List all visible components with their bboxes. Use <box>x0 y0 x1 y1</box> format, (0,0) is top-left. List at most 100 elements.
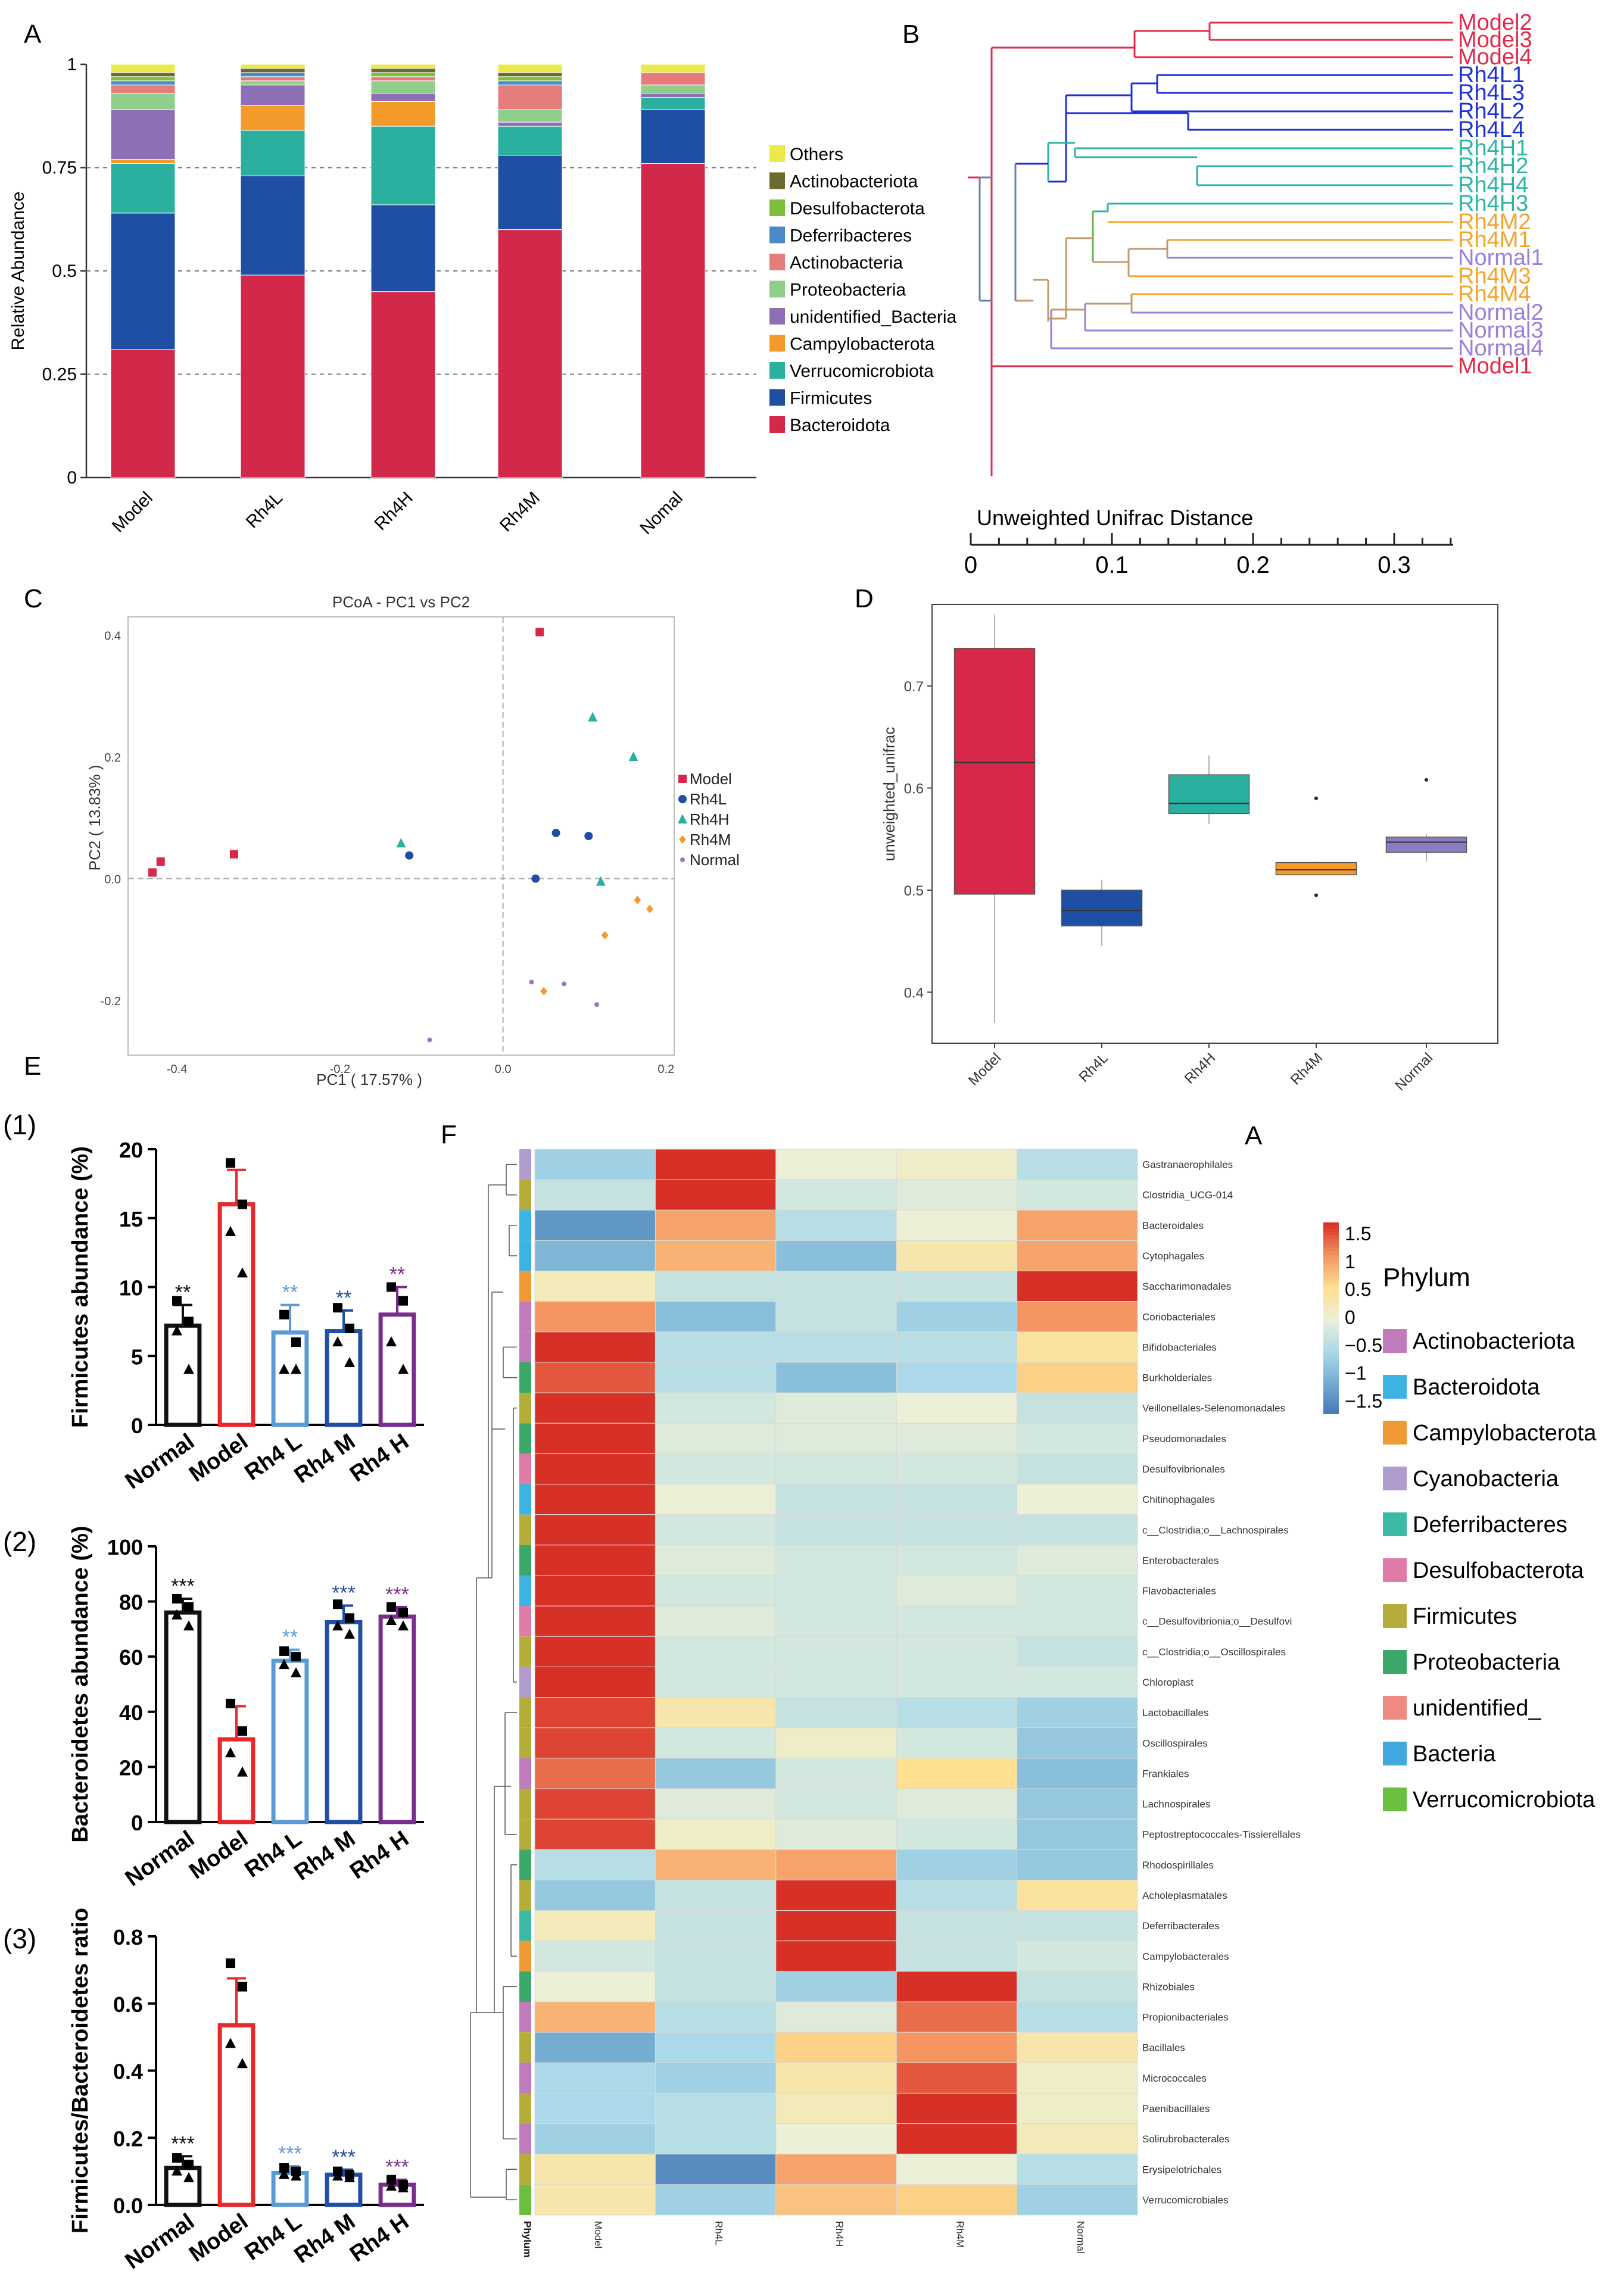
data-point <box>344 1629 355 1639</box>
x-tick-label: Rh4 M <box>290 1429 360 1489</box>
colorbar-step <box>1323 1276 1339 1281</box>
heatmap-cell <box>896 1879 1018 1911</box>
leaf-label: Normal3 <box>1458 318 1544 343</box>
row-label: Veillonellales-Selenomonadales <box>1142 1403 1285 1414</box>
legend-marker <box>678 814 687 823</box>
x-tick-label: Rh4 H <box>345 1826 413 1884</box>
heatmap-cell <box>775 1331 897 1363</box>
colorbar-step <box>1323 1280 1339 1284</box>
colorbar-step <box>1323 1251 1339 1255</box>
heatmap-cell <box>1017 1910 1138 1942</box>
heatmap-cell <box>1017 1545 1138 1576</box>
bar <box>271 2170 309 2207</box>
stack-segment <box>497 76 563 82</box>
phylum-annotation-cell <box>519 2063 531 2094</box>
heatmap-cell <box>896 1666 1018 1698</box>
legend-marker <box>678 775 687 783</box>
heatmap-cell <box>775 1179 897 1211</box>
panel-b-dendrogram: Model2Model3Model4Rh4L1Rh4L3Rh4L2Rh4L4Rh… <box>964 10 1544 578</box>
colorbar-step <box>1323 1292 1339 1297</box>
bar <box>217 1202 255 1427</box>
data-point <box>279 2169 289 2179</box>
y-tick-label: 20 <box>119 1138 143 1162</box>
data-point <box>172 2153 182 2163</box>
data-point <box>226 1958 235 1969</box>
scatter-point <box>156 857 165 866</box>
colorbar-step <box>1323 1228 1339 1233</box>
heatmap-cell <box>896 2123 1018 2155</box>
heatmap-cell <box>896 1636 1018 1667</box>
heatmap-cell <box>1017 1149 1138 1180</box>
panel-label-f: F <box>441 1120 457 1149</box>
heatmap-cell <box>896 2184 1018 2216</box>
heatmap-cell <box>896 1849 1018 1880</box>
data-point <box>183 1364 194 1374</box>
data-point <box>225 1225 236 1236</box>
leaf-label: Rh4L2 <box>1458 99 1525 124</box>
scatter-point <box>529 979 534 985</box>
heatmap-cell <box>534 1271 656 1302</box>
stack-segment <box>497 72 563 77</box>
stack-segment <box>110 163 176 214</box>
heatmap-cell <box>655 1392 777 1424</box>
heatmap-cell <box>775 2123 897 2155</box>
row-label: Verrucomicrobiales <box>1142 2194 1229 2205</box>
heatmap-cell <box>1017 1849 1138 1880</box>
heatmap-cell <box>534 1179 656 1211</box>
colorbar-step <box>1323 1359 1339 1364</box>
heatmap-cell <box>775 1818 897 1850</box>
data-point <box>172 1609 182 1620</box>
heatmap-cell <box>655 1453 777 1485</box>
colorbar-step <box>1323 1362 1339 1367</box>
y-tick-label: 0.6 <box>113 1992 143 2017</box>
row-label: c__Clostridia;o__Lachnospirales <box>1142 1524 1289 1536</box>
heatmap-cell <box>655 1727 777 1759</box>
outlier-point <box>1314 796 1318 800</box>
legend-label: unidentified_Bacteria <box>790 307 957 327</box>
row-label: Pseudomonadales <box>1142 1433 1226 1445</box>
heatmap-cell <box>1017 2001 1138 2033</box>
stack-segment <box>370 68 436 73</box>
y-tick-label: 0.8 <box>113 1925 143 1949</box>
significance-mark: *** <box>332 2146 356 2169</box>
heatmap-cell <box>1017 1697 1138 1729</box>
phylum-annotation-cell <box>519 1910 531 1941</box>
heatmap-cell <box>655 2123 777 2155</box>
heatmap-cell <box>1017 1453 1138 1485</box>
phylum-annotation-cell <box>519 2184 531 2215</box>
legend-marker <box>678 795 687 803</box>
colorbar-step <box>1323 1311 1339 1316</box>
colorbar-step <box>1323 1254 1339 1258</box>
legend-swatch <box>769 199 785 216</box>
phylum-annotation-cell <box>519 2154 531 2185</box>
heatmap-cell <box>1017 1271 1138 1302</box>
phylum-annotation-cell <box>519 1849 531 1880</box>
heatmap-cell <box>655 1271 777 1302</box>
colorbar-step <box>1323 1321 1339 1325</box>
data-point <box>344 2172 355 2182</box>
phylum-annotation-cell <box>519 1514 531 1545</box>
heatmap-cell <box>534 1422 656 1454</box>
y-tick-label: 0.7 <box>904 679 924 695</box>
colorbar-step <box>1323 1343 1339 1347</box>
scatter-point <box>594 1002 599 1007</box>
significance-mark: ** <box>175 1281 191 1304</box>
stack-segment <box>370 76 436 82</box>
legend-label: Proteobacteria <box>790 280 906 300</box>
data-point <box>183 1620 194 1631</box>
colorbar-step <box>1323 1378 1339 1383</box>
heatmap-cell <box>775 1697 897 1729</box>
row-label: Bacillales <box>1142 2042 1185 2054</box>
heatmap-cell <box>896 1331 1018 1363</box>
heatmap-cell <box>534 1392 656 1424</box>
phylum-legend-swatch <box>1383 1467 1407 1490</box>
heatmap-cell <box>534 2001 656 2033</box>
stack-segment <box>370 204 436 292</box>
x-tick-label: Model <box>185 1826 253 1884</box>
row-label: Solirubrobacterales <box>1142 2133 1229 2145</box>
stack-segment <box>370 126 436 205</box>
colorbar-step <box>1323 1296 1339 1300</box>
data-point <box>279 1364 289 1374</box>
colorbar-tick-label: −1 <box>1345 1362 1366 1384</box>
